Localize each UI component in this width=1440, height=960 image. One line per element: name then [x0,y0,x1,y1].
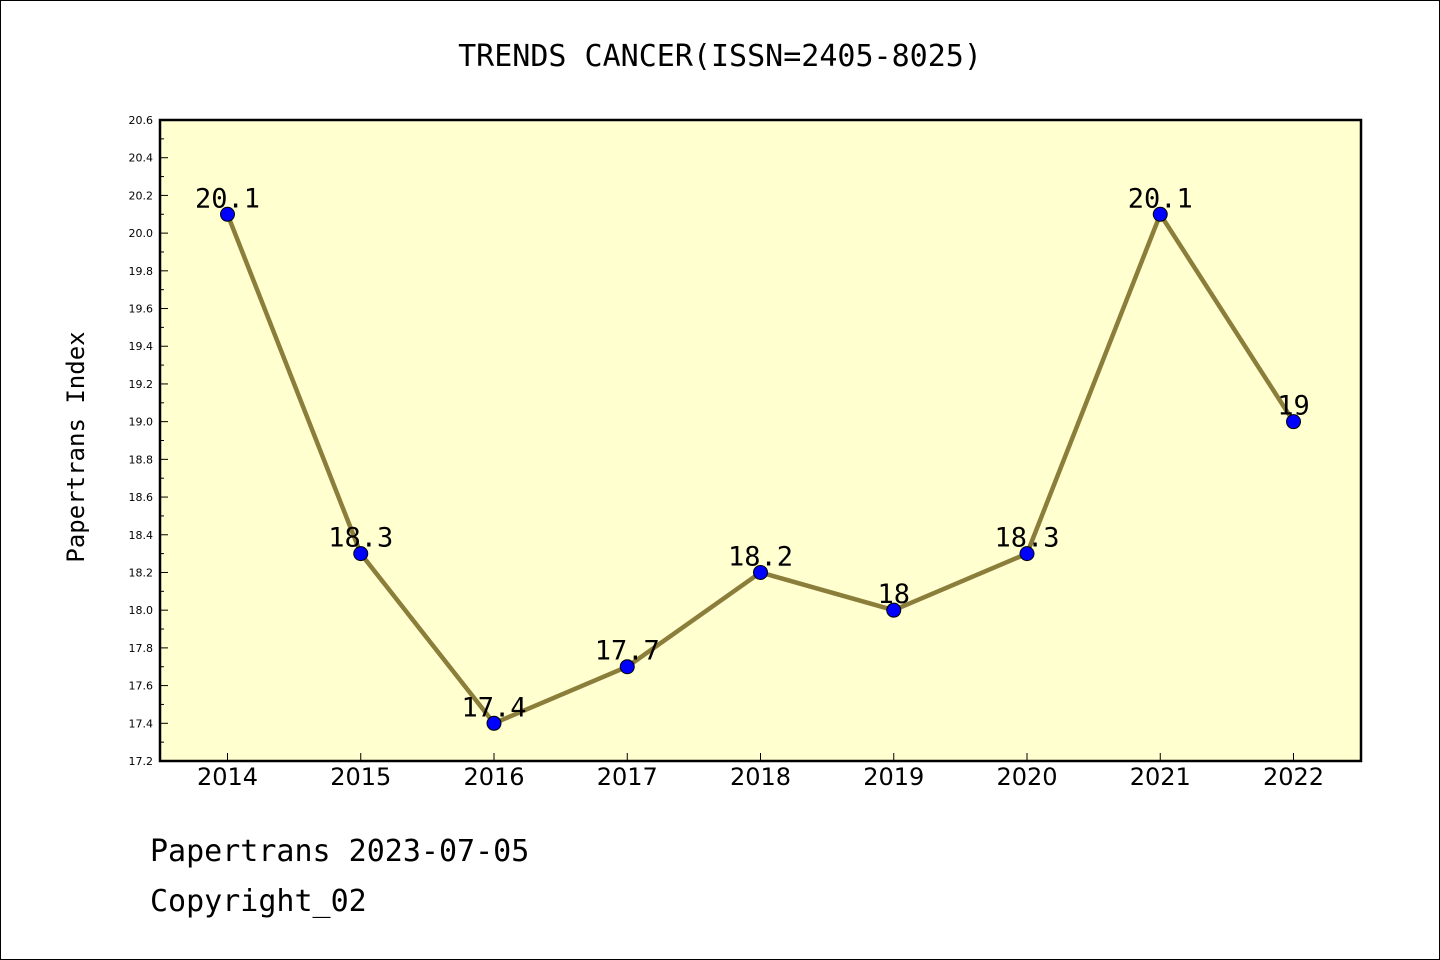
y-tick-label: 19.8 [129,265,154,278]
y-tick-label: 17.6 [129,680,154,693]
y-axis-label: Papertrans Index [62,331,90,562]
data-label-2017: 17.7 [595,636,660,667]
data-point-2018 [753,564,768,580]
data-label-2021: 20.1 [1128,183,1193,214]
data-label-2015: 18.3 [328,523,393,554]
y-tick-label: 19.4 [129,340,154,353]
y-tick-label: 17.8 [129,642,154,655]
y-tick-label: 20.6 [129,114,154,127]
y-tick-label: 19.0 [129,416,154,429]
data-label-2014: 20.1 [195,183,260,214]
data-point-2014 [220,206,235,222]
x-tick-label: 2021 [1130,763,1191,791]
y-tick-label: 18.4 [129,529,154,542]
data-point-2021 [1152,206,1168,222]
y-tick-label: 17.4 [129,717,154,730]
y-axis: 17.2 17.4 17.6 17.8 18.0 18.2 18.4 18.6 18.8 19.0… [129,114,168,768]
data-point-2022 [1286,414,1301,430]
y-tick-label: 17.2 [129,755,154,768]
data-label-2016: 17.4 [461,692,526,723]
y-tick-label: 19.6 [129,303,154,316]
y-tick-label: 18.6 [129,491,154,504]
y-tick-label: 19.2 [129,378,154,391]
data-label-2022: 19 [1277,391,1310,422]
data-point-2015 [353,546,369,562]
x-tick-label: 2019 [863,763,924,791]
data-label-2019: 18 [877,579,910,610]
plot-area [160,120,1361,761]
y-tick-label: 18.8 [129,453,154,466]
data-point-2016 [486,715,502,731]
plot-border [158,118,1363,763]
footer-copyright: Copyright_02 [150,884,367,919]
data-label-2020: 18.3 [994,523,1059,554]
data-labels: 20.1 18.3 17.4 17.7 18.2 18 18.3 20.1 19 [195,183,1310,723]
y-tick-label: 20.4 [129,152,154,165]
data-point-2017 [619,659,635,675]
x-tick-label: 2017 [597,763,658,791]
data-label-2018: 18.2 [728,541,793,572]
x-tick-label: 2018 [730,763,791,791]
y-tick-label: 18.2 [129,566,154,579]
y-tick-label: 18.0 [129,604,154,617]
data-point-2019 [886,602,902,618]
y-tick-label: 20.2 [129,189,154,202]
x-tick-label: 2014 [197,763,258,791]
x-tick-label: 2016 [463,763,524,791]
x-axis: 2014 2015 2016 2017 2018 2019 2020 2021 2022 [197,753,1324,791]
chart-title: TRENDS CANCER(ISSN=2405-8025) [458,39,982,74]
y-tick-label: 20.0 [129,227,154,240]
footer-date: Papertrans 2023-07-05 [150,834,530,869]
x-tick-label: 2022 [1263,763,1324,791]
x-tick-label: 2020 [996,763,1057,791]
x-tick-label: 2015 [330,763,391,791]
series-markers [220,206,1301,731]
data-point-2020 [1019,546,1035,562]
